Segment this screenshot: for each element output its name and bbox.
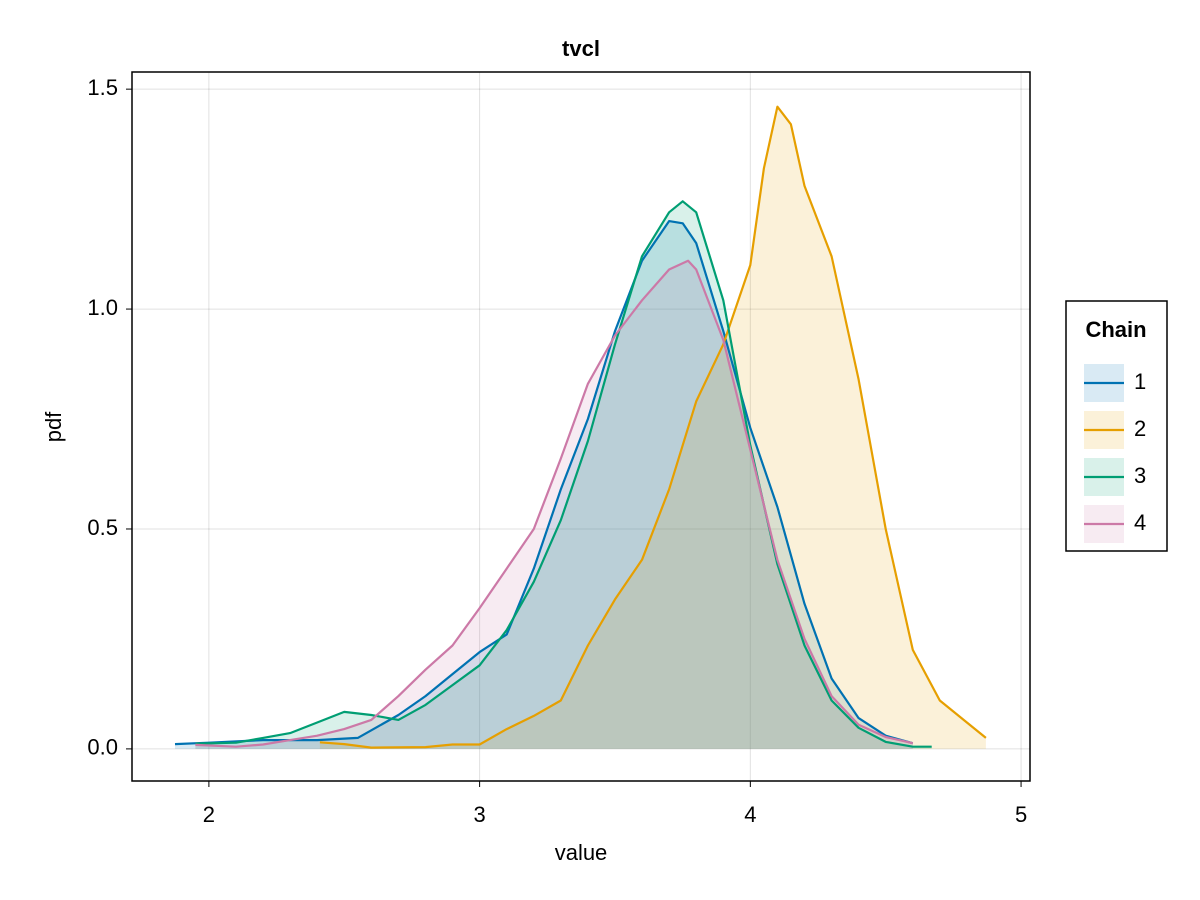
y-axis-label: pdf: [41, 411, 66, 442]
x-tick-label: 2: [203, 802, 215, 827]
legend: Chain 1 2 3 4: [1065, 300, 1168, 552]
plot-area: [174, 105, 987, 749]
y-tick-label: 0.0: [87, 735, 118, 760]
legend-label: 1: [1134, 369, 1146, 394]
density-fill: [195, 201, 932, 749]
density-line: [195, 259, 914, 748]
legend-label: 4: [1134, 510, 1146, 535]
x-axis-label: value: [555, 840, 608, 865]
y-tick-label: 1.0: [87, 295, 118, 320]
density-line: [319, 105, 987, 749]
x-tick-label: 5: [1015, 802, 1027, 827]
legend-box: [1065, 300, 1168, 552]
y-tick-label: 0.5: [87, 515, 118, 540]
legend-title: Chain: [1085, 317, 1146, 342]
plot-frame: [131, 71, 1031, 782]
chart-title: tvcl: [562, 36, 600, 61]
legend-label: 3: [1134, 463, 1146, 488]
legend-label: 2: [1134, 416, 1146, 441]
density-line: [195, 200, 932, 748]
density-line: [174, 220, 914, 746]
density-fill: [319, 106, 986, 749]
grid: 2 3 4 5 0.0 0.5 1.0 1.5: [87, 72, 1030, 827]
x-tick-label: 3: [473, 802, 485, 827]
y-tick-label: 1.5: [87, 75, 118, 100]
x-tick-label: 4: [744, 802, 756, 827]
